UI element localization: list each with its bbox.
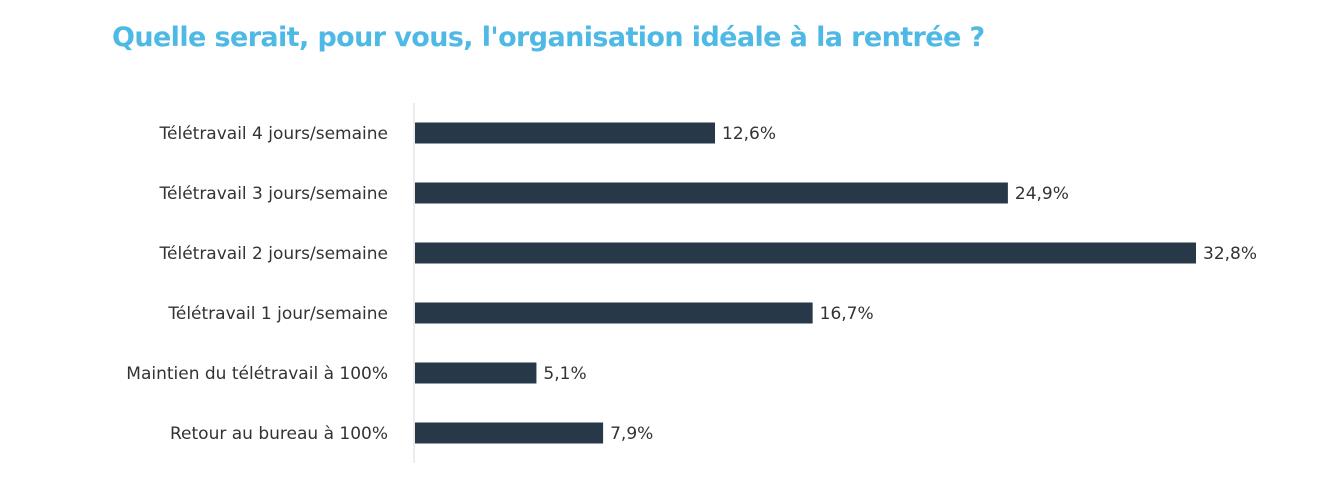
bar [415,122,716,144]
bar [415,422,604,444]
category-label: Retour au bureau à 100% [170,424,388,444]
data-label: 5,1% [543,364,586,384]
bar [415,302,813,324]
bar [415,242,1196,264]
bars-group: Télétravail 4 jours/semaine 12,6% Télétrav… [126,122,1257,444]
bar [415,182,1008,204]
category-label: Télétravail 2 jours/semaine [159,244,388,264]
data-label: 24,9% [1015,184,1069,204]
category-label: Télétravail 3 jours/semaine [159,184,388,204]
chart-title: Quelle serait, pour vous, l'organisation… [112,22,985,53]
data-label: 7,9% [610,424,653,444]
category-label: Maintien du télétravail à 100% [126,364,388,384]
category-label: Télétravail 4 jours/semaine [159,124,388,144]
data-label: 32,8% [1203,244,1257,264]
data-label: 16,7% [820,304,874,324]
category-label: Télétravail 1 jour/semaine [167,304,388,324]
data-label: 12,6% [722,124,776,144]
bar [415,362,537,384]
